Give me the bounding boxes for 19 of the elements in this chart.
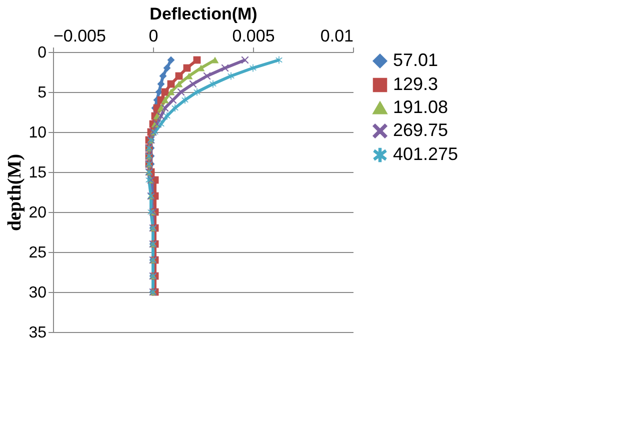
y-tick-label: 20 <box>28 204 47 222</box>
legend-label: 401.275 <box>393 144 458 164</box>
legend-label: 129.3 <box>393 74 438 94</box>
x-tick-label: 0.005 <box>232 26 275 46</box>
x-tick-label: 0 <box>148 26 158 46</box>
x-tick-label: 0.01 <box>320 26 354 46</box>
y-tick-label: 15 <box>28 164 47 182</box>
y-tick-label: 30 <box>28 284 47 302</box>
legend-label: 191.08 <box>393 97 448 117</box>
y-tick-label: 5 <box>38 84 47 102</box>
y-tick-label: 10 <box>28 124 47 142</box>
y-tick-label: 25 <box>28 244 47 262</box>
legend-label: 269.75 <box>393 120 448 140</box>
x-tick-label: −0.005 <box>54 26 106 46</box>
y-axis-title: depth(M) <box>4 154 26 232</box>
y-tick-label: 0 <box>38 44 47 62</box>
x-axis-title: Deflection(M) <box>150 4 258 24</box>
y-tick-label: 35 <box>28 324 47 342</box>
legend-label: 57.01 <box>393 50 438 70</box>
